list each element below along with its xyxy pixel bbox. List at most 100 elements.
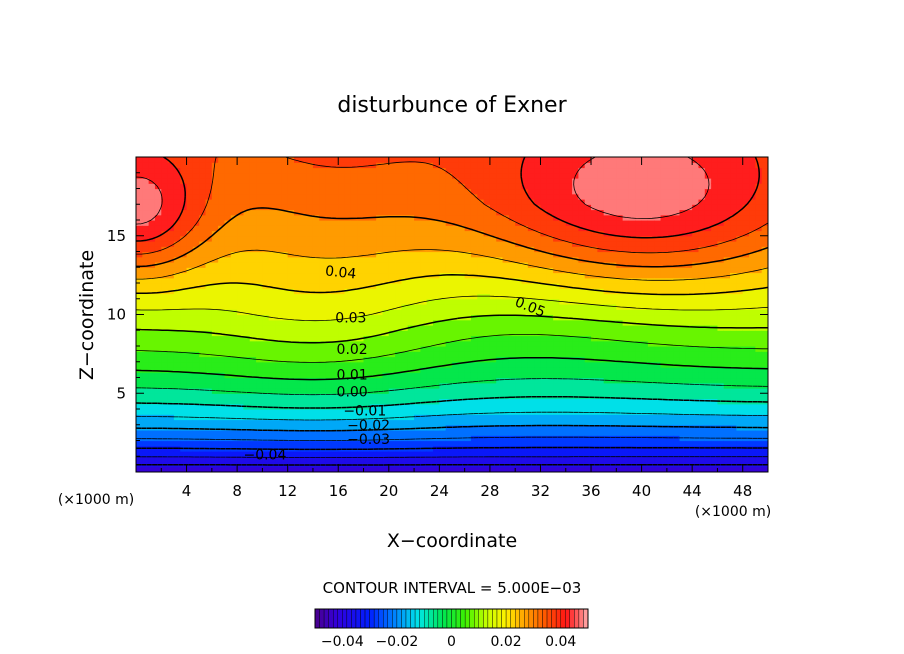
field-cell <box>294 241 301 247</box>
field-cell <box>186 157 194 163</box>
field-cell <box>407 388 415 394</box>
field-cell <box>344 335 352 342</box>
field-cell <box>477 235 485 242</box>
field-cell <box>369 235 377 242</box>
field-cell <box>540 188 548 195</box>
field-cell <box>603 398 611 405</box>
field-cell <box>199 435 207 442</box>
field-cell <box>496 178 504 184</box>
field-cell <box>211 241 219 247</box>
field-cell <box>628 440 636 447</box>
field-cell <box>388 183 396 190</box>
field-cell <box>395 325 403 331</box>
field-cell <box>546 367 554 373</box>
field-cell <box>154 335 162 342</box>
field-cell <box>572 388 579 394</box>
field-cell <box>565 293 573 300</box>
field-cell <box>584 209 592 216</box>
field-cell <box>464 262 472 268</box>
field-cell <box>388 214 396 221</box>
field-cell <box>496 351 504 358</box>
field-cell <box>452 178 459 184</box>
field-cell <box>433 188 440 195</box>
field-cell <box>508 209 516 216</box>
field-cell <box>388 414 396 421</box>
field-cell <box>281 351 289 358</box>
field-cell <box>281 204 289 211</box>
field-cell <box>224 451 232 457</box>
field-cell <box>654 267 662 274</box>
field-cell <box>142 267 150 274</box>
field-cell <box>230 319 238 326</box>
field-cell <box>578 445 586 452</box>
field-cell <box>616 172 624 179</box>
field-cell <box>357 188 365 195</box>
field-cell <box>218 193 226 200</box>
field-cell <box>515 403 523 410</box>
field-cell <box>154 456 162 463</box>
field-cell <box>470 204 478 211</box>
field-cell <box>268 204 276 211</box>
field-cell <box>597 424 605 431</box>
field-cell <box>369 388 377 394</box>
field-cell <box>654 183 662 190</box>
field-cell <box>376 351 384 358</box>
field-cell <box>452 440 459 447</box>
field-cell <box>287 246 295 253</box>
field-cell <box>287 377 295 384</box>
field-cell <box>534 466 542 472</box>
field-cell <box>439 414 447 421</box>
field-cell <box>262 435 270 442</box>
field-cell <box>186 388 194 394</box>
field-cell <box>546 346 554 352</box>
field-cell <box>426 298 434 305</box>
field-cell <box>300 435 308 442</box>
field-cell <box>180 235 188 242</box>
field-cell <box>647 424 655 431</box>
field-cell <box>287 167 295 174</box>
field-cell <box>534 361 542 368</box>
field-cell <box>515 309 523 316</box>
field-cell <box>262 304 270 310</box>
field-cell <box>287 314 295 321</box>
field-cell <box>610 293 617 300</box>
field-cell <box>610 246 617 253</box>
field-cell <box>363 293 371 300</box>
field-cell <box>224 388 232 394</box>
field-cell <box>439 214 447 221</box>
field-cell <box>610 351 617 358</box>
field-cell <box>489 398 497 405</box>
field-cell <box>256 241 263 247</box>
field-cell <box>433 351 440 358</box>
field-cell <box>414 398 421 405</box>
field-cell <box>654 388 662 394</box>
field-cell <box>256 172 263 179</box>
field-cell <box>154 398 162 405</box>
field-cell <box>180 267 188 274</box>
field-cell <box>180 314 188 321</box>
field-cell <box>256 419 263 426</box>
field-cell <box>445 325 453 331</box>
field-cell <box>426 393 434 400</box>
field-cell <box>142 178 150 184</box>
field-cell <box>294 157 301 163</box>
field-cell <box>534 435 542 442</box>
field-cell <box>635 351 643 358</box>
field-cell <box>635 424 643 431</box>
field-cell <box>281 178 289 184</box>
field-cell <box>635 414 643 421</box>
field-cell <box>180 188 188 195</box>
field-cell <box>306 451 314 457</box>
field-cell <box>142 293 150 300</box>
field-cell <box>660 451 668 457</box>
field-cell <box>483 256 491 263</box>
field-cell <box>281 288 289 295</box>
field-cell <box>433 314 440 321</box>
field-cell <box>414 267 421 274</box>
field-cell <box>180 293 188 300</box>
field-cell <box>205 367 213 373</box>
field-cell <box>237 298 245 305</box>
field-cell <box>470 393 478 400</box>
field-cell <box>199 188 207 195</box>
field-cell <box>294 361 301 368</box>
